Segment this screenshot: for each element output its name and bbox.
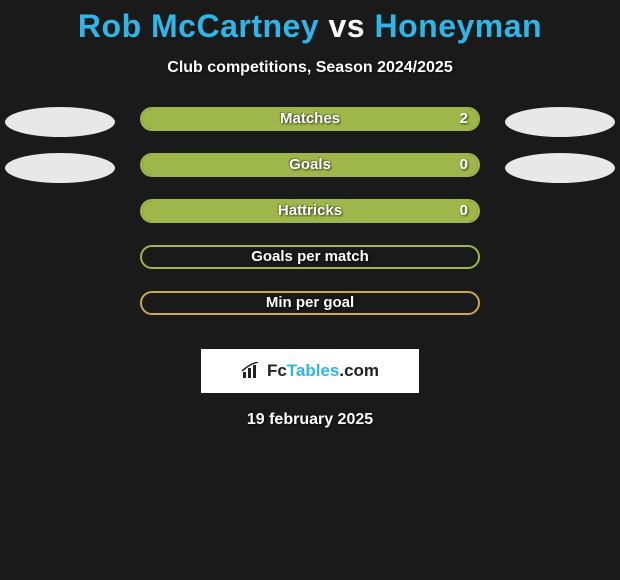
right-ellipse (505, 107, 615, 137)
player2-name: Honeyman (374, 8, 542, 44)
stat-bar: Min per goal (140, 291, 480, 315)
stat-value: 2 (460, 109, 468, 129)
logo-text: FcTables.com (267, 361, 379, 381)
stat-bar: Goals per match (140, 245, 480, 269)
vs-label: vs (329, 8, 366, 44)
left-ellipse (5, 107, 115, 137)
right-ellipse (505, 153, 615, 183)
date-label: 19 february 2025 (0, 411, 620, 429)
stats-section: Matches2Goals0Hattricks0Goals per matchM… (0, 107, 620, 337)
left-ellipse (5, 153, 115, 183)
stat-value: 0 (460, 155, 468, 175)
chart-icon (241, 362, 263, 380)
subtitle: Club competitions, Season 2024/2025 (0, 59, 620, 77)
page-title: Rob McCartney vs Honeyman (0, 0, 620, 45)
stat-row: Goals per match (0, 245, 620, 291)
stat-row: Matches2 (0, 107, 620, 153)
logo-suffix: .com (339, 361, 379, 380)
stat-bar: Matches2 (140, 107, 480, 131)
stat-label: Min per goal (142, 293, 478, 313)
stat-row: Min per goal (0, 291, 620, 337)
player1-name: Rob McCartney (78, 8, 319, 44)
logo-box: FcTables.com (201, 349, 419, 393)
stat-bar: Goals0 (140, 153, 480, 177)
stat-row: Goals0 (0, 153, 620, 199)
stat-bar: Hattricks0 (140, 199, 480, 223)
logo-part1: Fc (267, 361, 287, 380)
stat-label: Hattricks (142, 201, 478, 221)
stat-value: 0 (460, 201, 468, 221)
comparison-infographic: Rob McCartney vs Honeyman Club competiti… (0, 0, 620, 580)
stat-label: Goals per match (142, 247, 478, 267)
logo-part2: Tables (287, 361, 340, 380)
stat-row: Hattricks0 (0, 199, 620, 245)
stat-label: Matches (142, 109, 478, 129)
stat-label: Goals (142, 155, 478, 175)
logo: FcTables.com (241, 361, 379, 381)
